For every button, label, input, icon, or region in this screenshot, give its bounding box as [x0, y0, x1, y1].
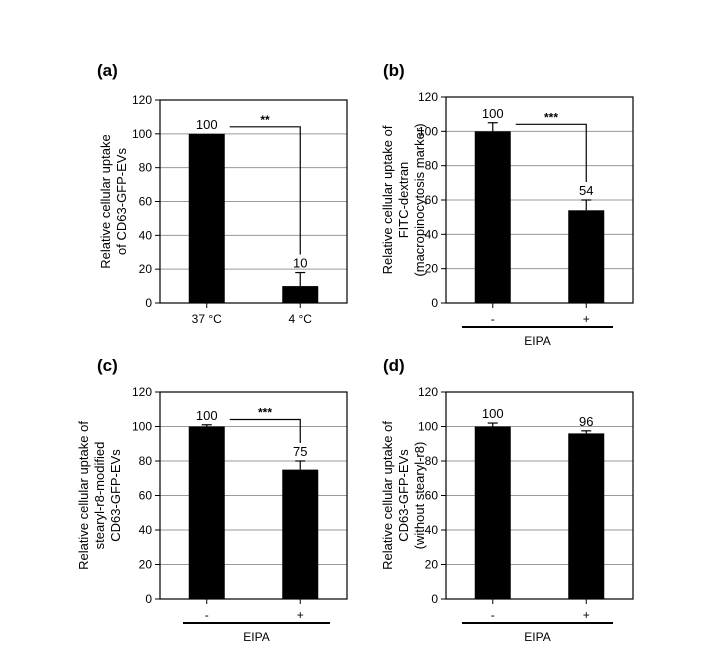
y-tick-label: 80 — [139, 454, 153, 468]
y-tick-label: 20 — [139, 558, 153, 572]
data-label: 100 — [196, 408, 218, 423]
y-tick-label: 80 — [139, 161, 153, 175]
y-tick-label: 60 — [139, 195, 153, 209]
x-tick-label: + — [583, 312, 590, 326]
y-tick-label: 120 — [132, 385, 152, 399]
bar — [188, 426, 225, 599]
y-tick-label: 40 — [425, 523, 439, 537]
group-label: EIPA — [524, 334, 550, 348]
bar — [568, 210, 605, 303]
chart-panel-2: (b) 0 20 40 60 80 100 120 Relative cellular upta… — [380, 61, 634, 348]
significance-label: *** — [544, 110, 558, 124]
y-tick-label: 0 — [431, 592, 438, 606]
y-tick-label: 0 — [145, 592, 152, 606]
y-axis-label-line: of CD63-GFP-EVs — [114, 148, 129, 255]
data-label: 10 — [293, 256, 307, 271]
y-axis-label-line: CD63-GFP-EVs — [396, 449, 411, 542]
y-tick-label: 40 — [425, 227, 439, 241]
y-axis-label: Relative cellular uptakeof CD63-GFP-EVs — [98, 134, 129, 268]
x-tick-label: 37 °C — [192, 312, 222, 326]
y-axis-label: Relative cellular uptake ofCD63-GFP-EVs(… — [380, 421, 427, 570]
plot-frame — [159, 391, 348, 600]
x-tick-label: + — [583, 608, 590, 622]
significance-label: ** — [260, 113, 270, 127]
y-axis-label-line: (macropinocytosis marker) — [412, 123, 427, 276]
y-tick-label: 120 — [132, 93, 152, 107]
y-tick-label: 0 — [145, 296, 152, 310]
bar — [188, 133, 225, 303]
chart-panel-4: (d) 0 20 40 60 80 100 120 Relative cellular upta… — [380, 356, 634, 644]
significance-label: *** — [258, 406, 272, 420]
panel-label: (a) — [97, 61, 118, 80]
y-axis-label: Relative cellular uptake ofstearyl-r8-mo… — [76, 421, 123, 570]
bar — [474, 131, 511, 303]
y-axis-label-line: Relative cellular uptake of — [380, 421, 395, 570]
bar — [568, 433, 605, 599]
plot-frame — [445, 96, 634, 304]
x-tick-label: 4 °C — [289, 312, 313, 326]
y-axis-label-line: Relative cellular uptake of — [380, 125, 395, 274]
data-label: 100 — [482, 106, 504, 121]
y-tick-label: 80 — [425, 454, 439, 468]
y-tick-label: 40 — [139, 523, 153, 537]
panel-label: (b) — [383, 61, 405, 80]
chart-panel-1: (a) 0 20 40 60 80 100 120 Relative cellular upta… — [97, 61, 348, 326]
bar — [282, 286, 319, 303]
plot-frame — [159, 99, 348, 304]
y-tick-label: 60 — [425, 193, 439, 207]
y-axis-label-line: FITC-dextran — [396, 162, 411, 239]
data-label: 96 — [579, 414, 593, 429]
x-tick-label: + — [297, 608, 304, 622]
y-tick-label: 120 — [418, 385, 438, 399]
data-label: 54 — [579, 183, 593, 198]
y-tick-label: 100 — [418, 124, 438, 138]
x-tick-label: - — [205, 608, 209, 622]
significance-bracket — [515, 123, 587, 182]
y-tick-label: 80 — [425, 159, 439, 173]
x-tick-label: - — [491, 608, 495, 622]
significance-bracket — [229, 418, 301, 443]
y-axis-label-line: stearyl-r8-modified — [92, 442, 107, 550]
y-axis-label-line: Relative cellular uptake — [98, 134, 113, 268]
y-axis-label-line: (without stearyl-r8) — [412, 442, 427, 550]
panel-label: (c) — [97, 356, 118, 375]
y-tick-label: 0 — [431, 296, 438, 310]
group-label: EIPA — [524, 630, 550, 644]
x-tick-label: - — [491, 312, 495, 326]
y-tick-label: 20 — [425, 558, 439, 572]
y-axis-label-line: CD63-GFP-EVs — [108, 449, 123, 542]
plot-frame — [445, 391, 634, 600]
group-label: EIPA — [243, 630, 269, 644]
bar — [474, 426, 511, 599]
y-tick-label: 40 — [139, 228, 153, 242]
data-label: 100 — [196, 117, 218, 132]
y-tick-label: 100 — [132, 127, 152, 141]
chart-panel-3: (c) 0 20 40 60 80 100 120 Relative cellular upta… — [76, 356, 348, 644]
y-tick-label: 100 — [418, 420, 438, 434]
y-tick-label: 60 — [425, 489, 439, 503]
y-axis-label: Relative cellular uptake ofFITC-dextran(… — [380, 123, 427, 276]
data-label: 75 — [293, 444, 307, 459]
y-tick-label: 60 — [139, 489, 153, 503]
y-tick-label: 20 — [425, 262, 439, 276]
bar — [282, 469, 319, 599]
y-tick-label: 120 — [418, 90, 438, 104]
panel-label: (d) — [383, 356, 405, 375]
significance-bracket — [229, 126, 301, 255]
y-tick-label: 20 — [139, 262, 153, 276]
y-tick-label: 100 — [132, 420, 152, 434]
y-axis-label-line: Relative cellular uptake of — [76, 421, 91, 570]
data-label: 100 — [482, 406, 504, 421]
